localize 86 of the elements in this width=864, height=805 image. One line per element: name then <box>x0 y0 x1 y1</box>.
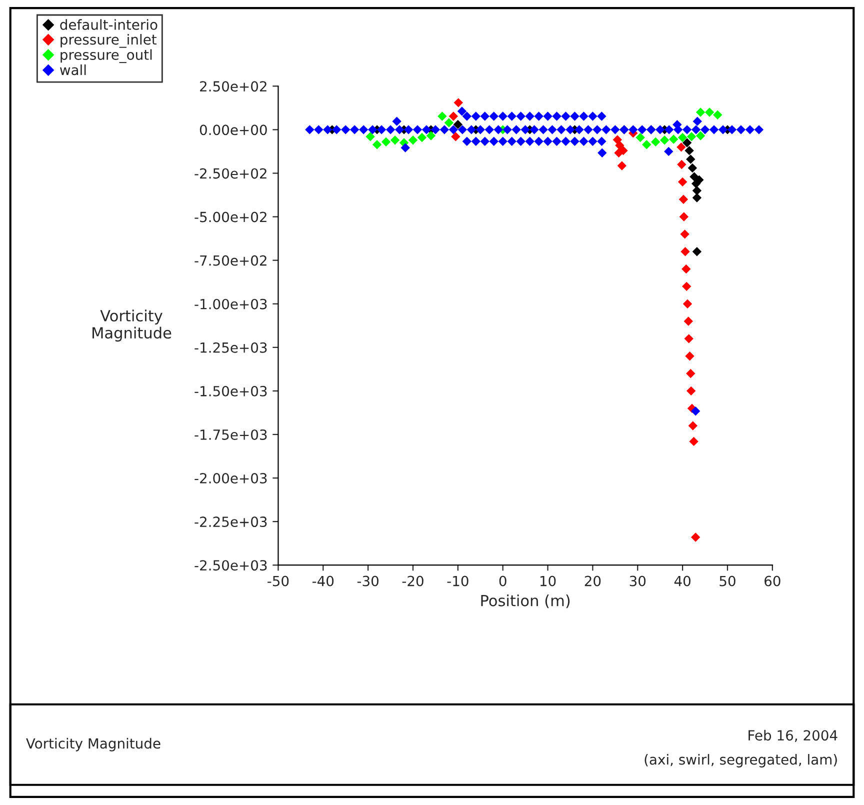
y-tick-label: -1.25e+03 <box>194 342 267 353</box>
y-tick-label: -2.00e+03 <box>194 472 267 484</box>
x-tick-label: 50 <box>720 576 736 586</box>
x-tick-label: 30 <box>630 576 646 586</box>
y-tick-label: 2.50e+02 <box>200 81 266 92</box>
point <box>713 110 722 120</box>
point <box>694 175 704 184</box>
point <box>684 316 694 326</box>
y-axis-title: Vorticity Magnitude <box>92 310 172 342</box>
point <box>696 108 706 117</box>
point <box>684 334 694 344</box>
point <box>614 148 624 158</box>
text: Vorticity Magnitude <box>26 738 160 752</box>
x-tick-label: 10 <box>540 576 556 586</box>
y-tick-label: -1.75e+03 <box>194 429 267 440</box>
point <box>689 436 698 446</box>
y-tick-label: -5.00e+02 <box>194 212 266 222</box>
point <box>451 132 460 142</box>
legend-label: wall <box>60 64 86 76</box>
point <box>684 146 694 156</box>
point <box>685 351 694 361</box>
point <box>692 193 702 202</box>
point <box>704 108 714 117</box>
point <box>426 131 436 140</box>
point <box>454 98 463 108</box>
point <box>444 118 454 128</box>
point <box>642 140 652 150</box>
point <box>390 136 400 145</box>
x-tick-label: 0 <box>499 576 506 586</box>
point <box>453 120 463 130</box>
y-tick-label: 0.00e+00 <box>200 124 267 136</box>
y-tick-label: -2.50e+02 <box>194 168 266 179</box>
point <box>686 368 696 378</box>
point <box>692 186 702 196</box>
y-tick-label: -7.50e+02 <box>194 255 266 266</box>
y-tick-label: -2.50e+03 <box>194 560 267 571</box>
point <box>696 131 706 140</box>
x-tick-label: 20 <box>584 576 601 586</box>
point <box>692 246 702 256</box>
y-tick-label: -1.50e+03 <box>194 386 267 396</box>
point <box>448 112 458 121</box>
point <box>615 140 624 150</box>
point <box>678 194 688 204</box>
point <box>366 132 375 142</box>
point <box>636 132 645 142</box>
point <box>690 532 700 542</box>
point <box>677 160 686 170</box>
point <box>617 161 627 170</box>
x-axis-title: Position (m) <box>481 594 570 608</box>
point <box>682 138 692 148</box>
point <box>650 137 660 146</box>
point <box>682 299 692 308</box>
point <box>438 112 447 121</box>
point <box>372 140 382 150</box>
point <box>678 177 688 187</box>
x-tick-label: 40 <box>674 576 690 586</box>
point <box>676 142 686 152</box>
point <box>682 282 692 292</box>
point <box>682 264 691 274</box>
x-tick-label: -20 <box>402 576 424 586</box>
x-tick-label: 60 <box>764 576 780 586</box>
point <box>678 132 688 142</box>
point <box>668 134 678 144</box>
point <box>680 246 690 256</box>
x-tick-label: -30 <box>357 576 378 586</box>
point <box>686 386 696 396</box>
x-tick-label: -10 <box>447 576 468 586</box>
y-tick-label: -2.25e+03 <box>194 516 267 528</box>
legend-label: pressure_outl <box>60 49 152 64</box>
x-tick-label: -40 <box>312 576 334 586</box>
x-tick-label: -50 <box>268 576 289 586</box>
legend-label: default-interio <box>60 19 158 30</box>
point <box>381 137 391 146</box>
text: (axi, swirl, segregated, lam) <box>644 754 837 768</box>
point <box>680 230 690 239</box>
point <box>686 154 696 164</box>
legend-label: pressure_inlet <box>60 34 157 48</box>
point <box>660 136 670 145</box>
point <box>679 212 689 222</box>
point <box>417 132 427 142</box>
point <box>686 132 696 142</box>
point <box>408 136 418 145</box>
point <box>688 421 698 430</box>
text: Feb 16, 2004 <box>748 730 838 742</box>
point <box>688 163 698 173</box>
y-tick-label: -1.00e+03 <box>194 298 267 310</box>
